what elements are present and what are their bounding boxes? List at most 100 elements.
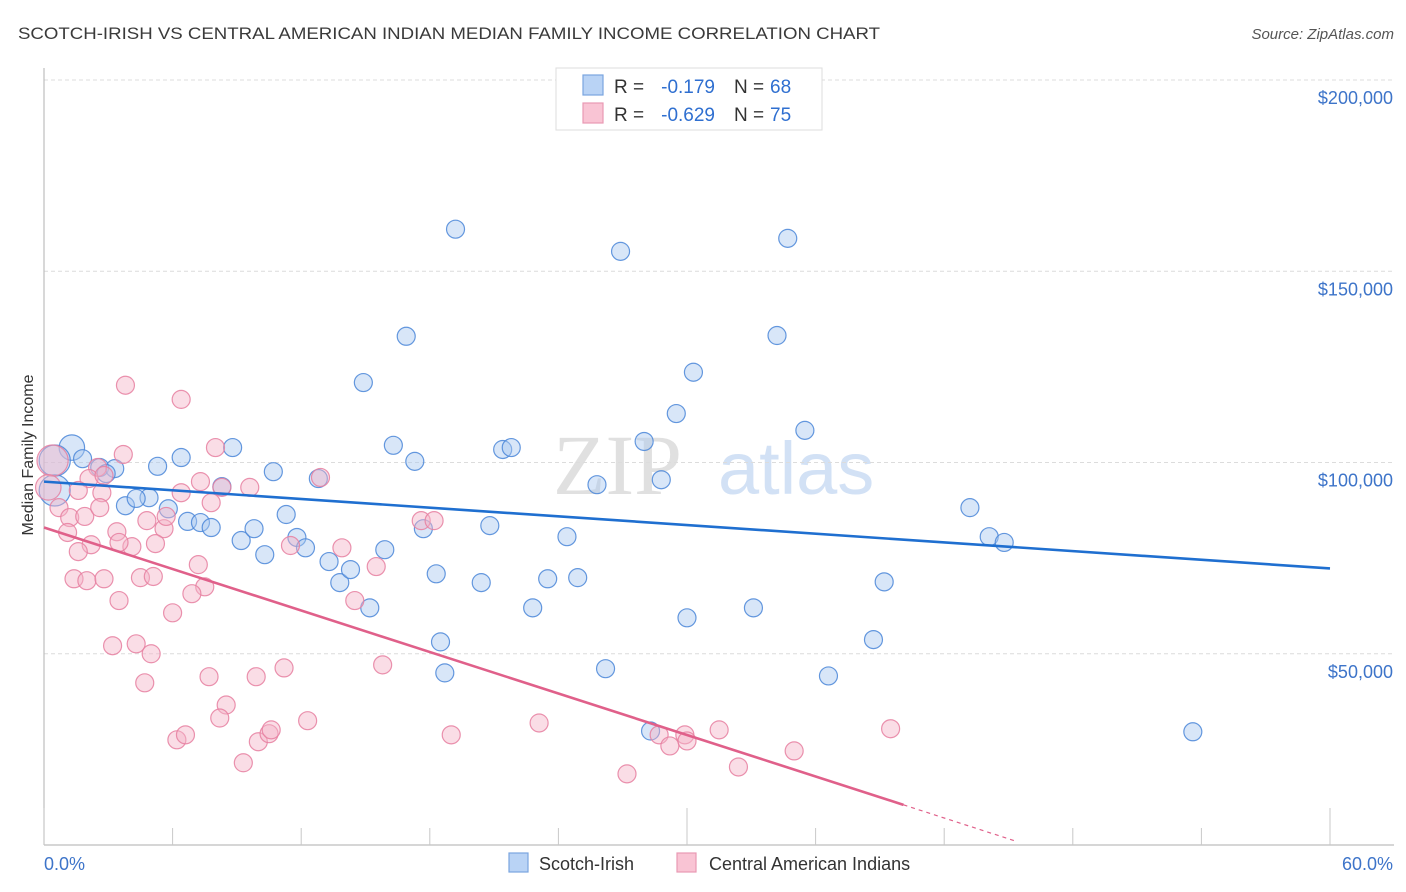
central-american-indians-point <box>145 533 166 554</box>
central-american-indians-point <box>143 566 163 587</box>
central-american-indians-point <box>102 636 123 656</box>
central-american-indians-trend-extension <box>903 804 1018 843</box>
central-american-indians-points <box>34 375 901 784</box>
central-american-indians-point <box>205 437 226 458</box>
scotch-irish-point <box>430 632 451 652</box>
central-american-indians-point <box>248 732 268 752</box>
scotch-irish-point <box>126 488 146 509</box>
scotch-irish-point <box>445 219 466 239</box>
scotch-irish-point <box>263 462 283 482</box>
central-american-indians-point <box>137 511 157 531</box>
central-american-indians-point <box>68 480 88 501</box>
central-american-indians-point <box>77 571 97 591</box>
central-american-indians-point <box>190 472 211 492</box>
n-label: N = <box>734 105 764 126</box>
central-american-indians-point <box>36 444 69 477</box>
n-label: N = <box>734 77 764 98</box>
central-american-indians-point <box>49 498 69 518</box>
central-american-indians-point <box>182 584 202 604</box>
scotch-irish-point <box>58 434 86 461</box>
scotch-irish-point <box>383 435 403 455</box>
scotch-irish-point <box>994 532 1014 553</box>
r-value: -0.629 <box>661 105 715 126</box>
central-american-indians-point <box>154 519 174 539</box>
trend-lines <box>43 480 1331 843</box>
central-american-indians-point <box>201 493 221 513</box>
scotch-irish-point <box>557 527 577 547</box>
central-american-indians-point <box>212 477 232 497</box>
scotch-irish-point <box>587 475 607 495</box>
scotch-irish-point <box>435 663 455 683</box>
central-american-indians-point <box>113 444 133 465</box>
central-american-indians-point <box>94 465 114 486</box>
series-legend: Scotch-Irish Central American Indians <box>508 852 910 874</box>
n-value: 68 <box>770 77 791 98</box>
central-american-indians-point <box>60 507 80 528</box>
correlation-legend: R = -0.179 N = 68 R = -0.629 N = 75 <box>555 67 823 131</box>
scotch-irish-point <box>375 540 395 560</box>
central-american-indians-point <box>188 555 208 575</box>
central-american-indians-point <box>94 569 114 589</box>
central-american-indians-point <box>246 667 266 687</box>
central-american-indians-point <box>210 708 230 728</box>
central-american-indians-point <box>34 474 62 501</box>
scotch-irish-point <box>244 519 264 539</box>
scotch-irish-point <box>501 437 521 458</box>
central-american-indians-point <box>199 667 219 687</box>
scotch-irish-point <box>767 325 787 346</box>
central-american-indians-point <box>68 542 88 562</box>
central-american-indians-trend-line <box>43 526 904 807</box>
central-american-indians-point <box>345 590 365 611</box>
central-american-indians-point <box>90 498 110 518</box>
central-american-indians-point <box>171 483 191 503</box>
central-american-indians-point <box>617 764 637 784</box>
scotch-irish-point <box>330 573 350 593</box>
scotch-irish-point <box>960 498 980 518</box>
watermark: ZIP atlas <box>553 417 874 513</box>
scotch-irish-point <box>595 659 616 679</box>
scotch-irish-point <box>874 572 894 592</box>
x-tick-label: 60.0% <box>1342 854 1393 874</box>
scotch-irish-point <box>426 564 446 584</box>
x-tick-labels: 0.0% 60.0% <box>44 854 1393 874</box>
central-american-indians-point <box>424 511 444 531</box>
central-american-indians-point <box>332 538 352 558</box>
central-american-indians-point <box>274 658 294 678</box>
scotch-irish-point <box>1183 722 1203 742</box>
central-american-indians-point <box>75 506 95 527</box>
central-american-indians-point <box>373 655 393 675</box>
scotch-irish-point <box>480 516 500 536</box>
scotch-irish-point <box>276 504 296 525</box>
scotch-irish-point <box>634 431 654 452</box>
watermark-atlas: atlas <box>718 427 874 510</box>
central-american-indians-point <box>529 713 549 733</box>
scotch-irish-point <box>340 559 361 580</box>
scotch-irish-point <box>538 569 558 589</box>
central-american-indians-point <box>310 467 331 488</box>
scotch-irish-point <box>413 519 433 539</box>
central-american-indians-point <box>135 673 155 693</box>
scotch-irish-point <box>471 573 491 593</box>
central-american-indians-point <box>298 711 318 731</box>
scotch-irish-point <box>795 420 815 440</box>
scotch-irish-point <box>818 666 839 686</box>
r-value: -0.179 <box>661 77 715 98</box>
scotch-irish-point <box>568 568 588 588</box>
scotch-irish-point <box>683 362 704 382</box>
scotch-irish-legend-swatch <box>508 852 529 873</box>
scotch-irish-point <box>255 545 275 565</box>
scotch-irish-point <box>677 608 697 628</box>
scotch-irish-point <box>523 598 543 618</box>
scotch-irish-point <box>201 517 221 538</box>
scotch-irish-point <box>319 551 339 572</box>
x-ticks <box>43 808 1331 845</box>
scotch-irish-legend-label: Scotch-Irish <box>539 854 634 874</box>
scotch-irish-points <box>38 219 1203 742</box>
chart-title: SCOTCH-IRISH VS CENTRAL AMERICAN INDIAN … <box>18 24 880 43</box>
central-american-indians-point <box>709 720 729 740</box>
x-tick-label: 0.0% <box>44 854 85 874</box>
central-american-indians-point <box>881 719 901 739</box>
scotch-irish-point <box>72 449 93 469</box>
watermark-zip: ZIP <box>553 417 682 513</box>
